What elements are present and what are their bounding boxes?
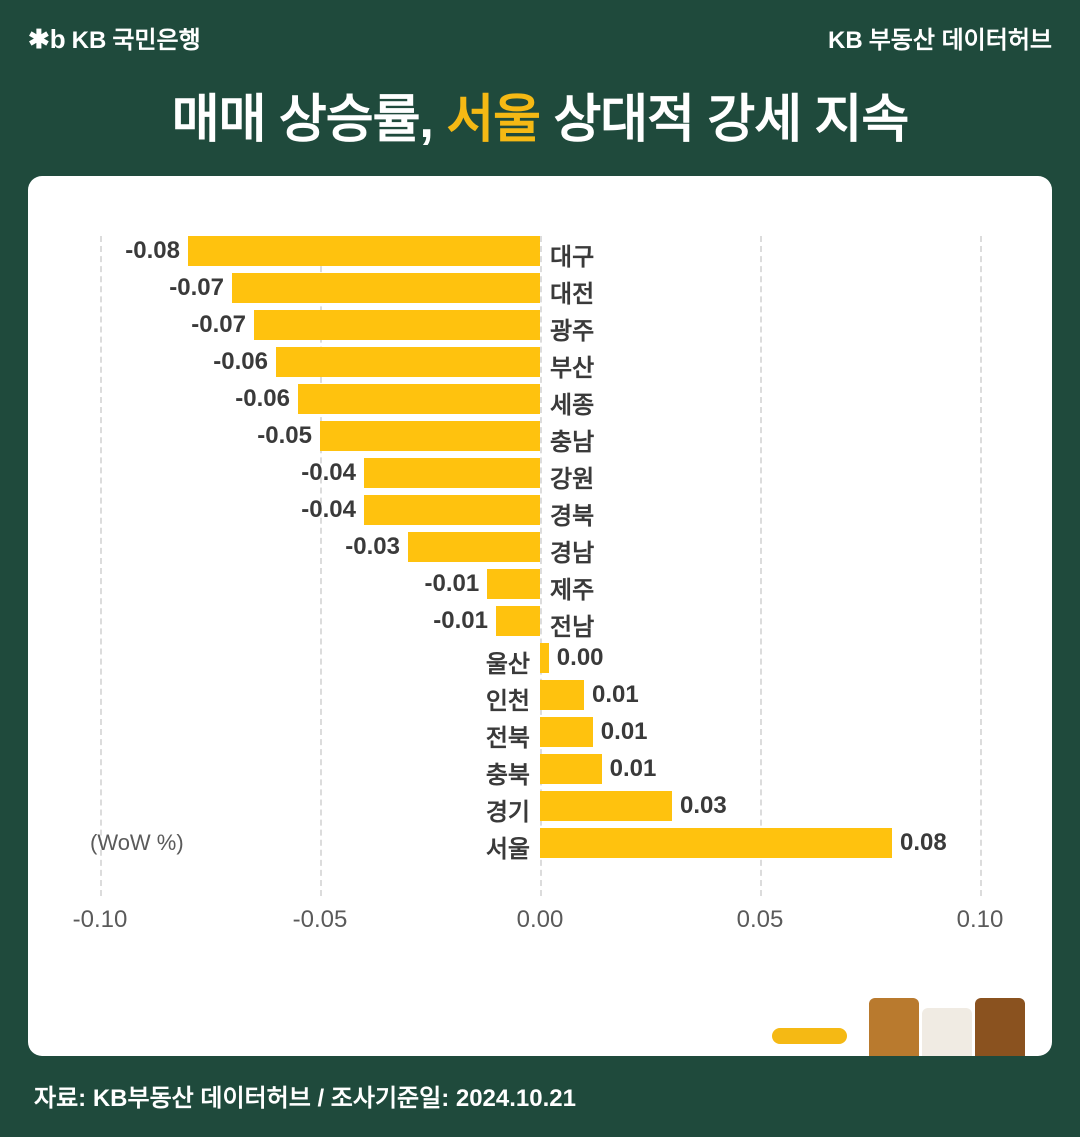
title-part2: 상대적 강세 지속	[540, 91, 908, 149]
bar	[188, 236, 540, 266]
deco-box-icon	[975, 998, 1025, 1056]
region-label: 전남	[550, 607, 594, 642]
region-label: 인천	[486, 681, 530, 716]
logo-right-kb: KB	[828, 27, 863, 55]
region-label: 대구	[550, 237, 594, 272]
value-label: -0.06	[235, 385, 290, 413]
bar	[540, 754, 602, 784]
region-label: 경기	[486, 792, 530, 827]
logo-right-text: 부동산 데이터허브	[869, 20, 1052, 55]
title-row: 매매 상승률, 서울 상대적 강세 지속	[0, 55, 1080, 176]
bar	[496, 606, 540, 636]
logo-star-icon: ✱b	[28, 24, 66, 55]
region-label: 충북	[486, 755, 530, 790]
x-tick-label: 0.10	[957, 906, 1004, 934]
bar	[540, 643, 549, 673]
region-label: 제주	[550, 570, 594, 605]
region-label: 충남	[550, 422, 594, 457]
bar	[540, 717, 593, 747]
bar	[364, 495, 540, 525]
bar	[320, 421, 540, 451]
gridline	[760, 236, 762, 896]
value-label: 0.00	[557, 644, 604, 672]
chart-card: -0.10 -0.05 0.00 0.05 0.10 대구 -0.08 대전 -0.07 광주 -0…	[28, 176, 1052, 1056]
header: ✱b KB 국민은행 KB 부동산 데이터허브	[0, 0, 1080, 55]
chart-area: -0.10 -0.05 0.00 0.05 0.10 대구 -0.08 대전 -0.07 광주 -0…	[70, 236, 1010, 956]
x-tick-label: -0.10	[73, 906, 128, 934]
unit-label: (WoW %)	[90, 830, 184, 856]
region-label: 서울	[486, 829, 530, 864]
title-highlight: 서울	[446, 91, 540, 149]
region-label: 울산	[486, 644, 530, 679]
bar	[540, 680, 584, 710]
region-label: 전북	[486, 718, 530, 753]
value-label: 0.01	[601, 718, 648, 746]
value-label: -0.04	[301, 496, 356, 524]
bar	[540, 791, 672, 821]
value-label: 0.01	[610, 755, 657, 783]
region-label: 세종	[550, 385, 594, 420]
x-tick-label: 0.00	[517, 906, 564, 934]
title-part1: 매매 상승률,	[172, 91, 447, 149]
x-tick-label: 0.05	[737, 906, 784, 934]
region-label: 광주	[550, 311, 594, 346]
plot: -0.10-0.050.000.050.10대구-0.08대전-0.07광주-0…	[100, 236, 980, 896]
chart-title: 매매 상승률, 서울 상대적 강세 지속	[172, 91, 908, 149]
region-label: 대전	[550, 274, 594, 309]
gridline	[980, 236, 982, 896]
value-label: -0.07	[191, 311, 246, 339]
value-label: 0.08	[900, 829, 947, 857]
deco-box-icon	[922, 1008, 972, 1056]
region-label: 강원	[550, 459, 594, 494]
region-label: 경북	[550, 496, 594, 531]
deco-pill-icon	[772, 1028, 847, 1044]
value-label: -0.01	[433, 607, 488, 635]
value-label: -0.08	[125, 237, 180, 265]
region-label: 경남	[550, 533, 594, 568]
value-label: -0.01	[425, 570, 480, 598]
bar	[540, 828, 892, 858]
value-label: -0.05	[257, 422, 312, 450]
value-label: 0.03	[680, 792, 727, 820]
bar	[487, 569, 540, 599]
value-label: -0.06	[213, 348, 268, 376]
deco-box-icon	[869, 998, 919, 1056]
value-label: -0.07	[169, 274, 224, 302]
value-label: 0.01	[592, 681, 639, 709]
bar	[232, 273, 540, 303]
gridline	[100, 236, 102, 896]
bar	[298, 384, 540, 414]
bar	[254, 310, 540, 340]
logo-bank: 국민은행	[112, 20, 200, 55]
footer-source: 자료: KB부동산 데이터허브 / 조사기준일: 2024.10.21	[0, 1054, 1080, 1137]
bar	[364, 458, 540, 488]
bar	[408, 532, 540, 562]
value-label: -0.04	[301, 459, 356, 487]
bar	[276, 347, 540, 377]
logo-left: ✱b KB 국민은행	[28, 20, 201, 55]
region-label: 부산	[550, 348, 594, 383]
x-tick-label: -0.05	[293, 906, 348, 934]
logo-right: KB 부동산 데이터허브	[828, 20, 1052, 55]
value-label: -0.03	[345, 533, 400, 561]
logo-kb: KB	[72, 27, 107, 55]
